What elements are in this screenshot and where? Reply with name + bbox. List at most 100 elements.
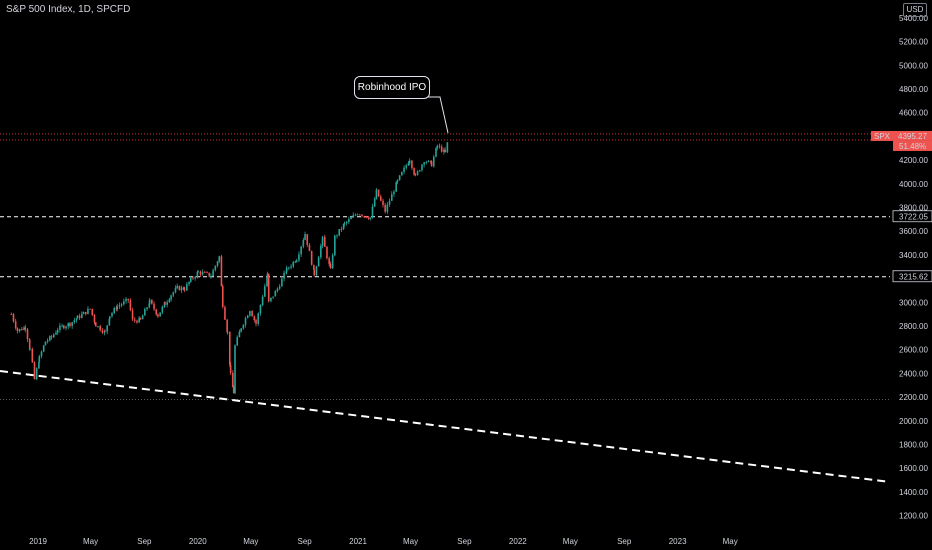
candle-body xyxy=(429,160,432,162)
candle-body xyxy=(278,286,281,289)
candle-body xyxy=(388,200,391,205)
candle-body xyxy=(390,194,393,201)
candle-body xyxy=(16,328,19,332)
candle-body xyxy=(435,148,437,157)
candle-body xyxy=(35,368,38,380)
candle-body xyxy=(386,204,389,212)
candle-body xyxy=(155,309,158,315)
candle-body xyxy=(295,260,298,262)
candle-body xyxy=(106,325,108,332)
candle-body xyxy=(352,215,355,218)
candle-body xyxy=(363,216,365,217)
candle-body xyxy=(350,217,352,220)
candle-body xyxy=(78,315,81,318)
candle-body xyxy=(46,340,49,342)
candle-body xyxy=(306,234,309,245)
candle-body xyxy=(356,214,359,216)
candle-body xyxy=(31,348,34,363)
candle-body xyxy=(201,272,204,275)
candle-body xyxy=(443,149,445,152)
candle-body xyxy=(113,308,115,313)
candle-body xyxy=(267,273,270,302)
candle-body xyxy=(313,269,316,276)
candle-body xyxy=(292,261,295,267)
candle-body xyxy=(321,236,324,246)
y-tick-label: 2400.00 xyxy=(899,369,928,378)
x-tick-label: Sep xyxy=(137,537,152,546)
candle-body xyxy=(373,198,376,207)
candle-body xyxy=(345,221,348,224)
price-axis[interactable]: 1200.00 1400.00 1600.00 1800.00 2000.00 2200.… xyxy=(899,14,928,521)
candle-body xyxy=(63,325,65,329)
y-tick-label: 3400.00 xyxy=(899,251,928,260)
x-tick-label: 2021 xyxy=(349,537,367,546)
x-tick-label: May xyxy=(723,537,738,546)
candle-body xyxy=(24,327,27,330)
candle-body xyxy=(413,168,415,175)
x-tick-label: 2020 xyxy=(189,537,207,546)
candle-body xyxy=(395,182,397,192)
candle-body xyxy=(59,325,61,331)
candle-body xyxy=(326,246,328,259)
trendline-layer xyxy=(0,96,891,483)
candle-body xyxy=(40,351,43,357)
candle-body xyxy=(91,308,94,316)
y-tick-label: 4600.00 xyxy=(899,109,928,118)
candle-body xyxy=(253,316,256,321)
candle-body xyxy=(14,321,17,329)
candle-body xyxy=(183,287,185,290)
currency-badge[interactable]: USD xyxy=(903,3,927,17)
candle-body xyxy=(148,303,151,308)
candle-body xyxy=(159,312,161,317)
candle-body xyxy=(338,229,341,236)
candle-body xyxy=(407,163,410,166)
candle-body xyxy=(255,320,257,324)
candle-body xyxy=(251,311,253,317)
candle-body xyxy=(210,276,212,278)
candle-body xyxy=(197,271,200,273)
candle-body xyxy=(430,161,433,167)
time-axis[interactable]: 2019 May Sep 2020 May Sep 2021 May Sep 2022 May Sep… xyxy=(29,537,738,546)
candle-body xyxy=(206,272,208,274)
candle-body xyxy=(348,219,350,222)
candle-body xyxy=(176,285,179,289)
candle-body xyxy=(304,234,306,240)
x-tick-label: Sep xyxy=(617,537,632,546)
candle-body xyxy=(101,330,104,333)
candle-body xyxy=(396,180,399,183)
candle-body xyxy=(23,327,25,331)
candle-body xyxy=(71,322,73,326)
candle-body xyxy=(111,312,113,317)
candle-body xyxy=(358,214,361,216)
annotation-callout[interactable]: Robinhood IPO xyxy=(354,76,430,99)
candle-body xyxy=(382,200,384,205)
candle-body xyxy=(29,348,31,350)
y-tick-label: 1800.00 xyxy=(899,441,928,450)
candle-body xyxy=(290,266,292,268)
x-tick-label: May xyxy=(403,537,418,546)
candle-body xyxy=(342,223,345,230)
ticker-label: SPX xyxy=(874,132,891,141)
trendline xyxy=(0,370,891,483)
candle-body xyxy=(89,308,91,310)
candle-body xyxy=(240,328,242,332)
candle-body xyxy=(317,257,320,267)
candle-body xyxy=(380,196,382,201)
candle-body xyxy=(67,323,70,327)
candle-body xyxy=(141,315,144,320)
candle-body xyxy=(183,289,186,291)
candle-body xyxy=(82,311,85,314)
x-tick-label: 2023 xyxy=(669,537,687,546)
candle-body xyxy=(272,296,274,298)
candles-layer xyxy=(10,142,449,395)
candle-body xyxy=(232,372,234,388)
candle-body xyxy=(44,341,47,346)
chart-title: S&P 500 Index, 1D, SPCFD xyxy=(6,4,131,15)
x-tick-label: 2022 xyxy=(509,537,527,546)
candle-body xyxy=(108,318,111,326)
candle-body xyxy=(371,206,374,218)
candle-body xyxy=(438,145,441,147)
candle-body xyxy=(144,309,146,316)
